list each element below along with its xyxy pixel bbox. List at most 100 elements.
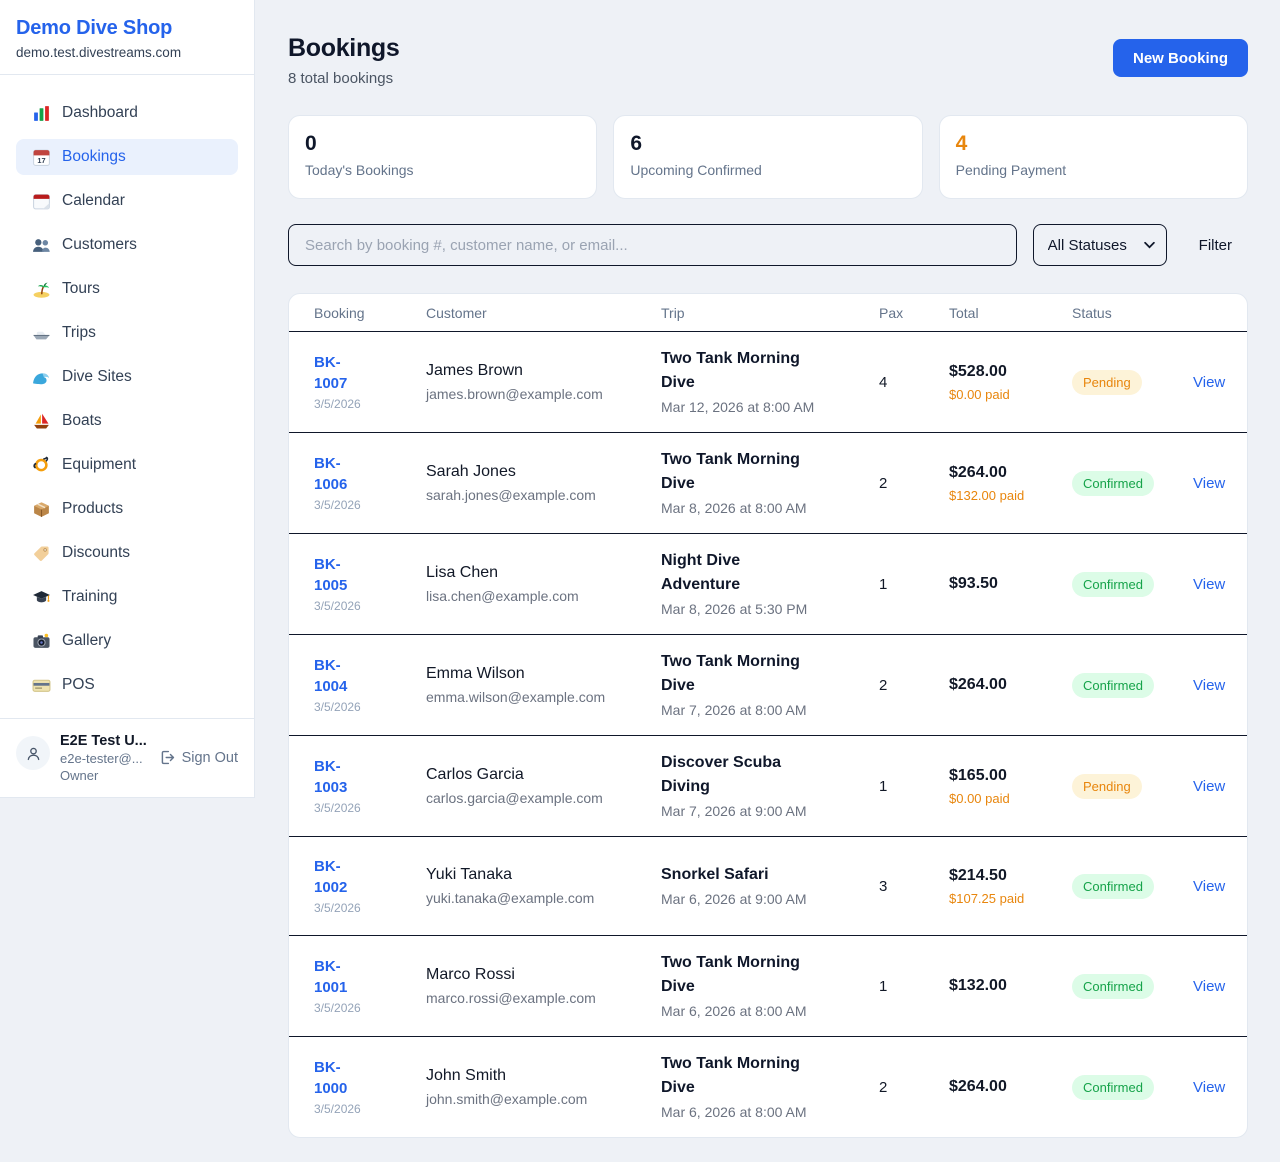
new-booking-button[interactable]: New Booking: [1112, 39, 1248, 77]
trip-cell: Two Tank Morning Dive Mar 12, 2026 at 8:…: [661, 347, 879, 417]
sailboat-icon: [32, 412, 51, 431]
booking-id-link[interactable]: BK-1000: [314, 1059, 348, 1097]
pax-count: 1: [879, 977, 888, 995]
user-info: E2E Test U... e2e-tester@... Owner: [60, 732, 149, 784]
booking-id-link[interactable]: BK-1006: [314, 455, 348, 493]
customer-email: carlos.garcia@example.com: [426, 790, 603, 806]
sidebar-item-label: Dive Sites: [62, 368, 132, 385]
speedboat-icon: [32, 324, 51, 343]
pax-count: 1: [879, 575, 888, 593]
search-input[interactable]: [288, 224, 1017, 266]
customer-cell: Lisa Chen lisa.chen@example.com: [426, 562, 661, 606]
booking-date: 3/5/2026: [314, 397, 361, 411]
sidebar-item-bookings[interactable]: 17 Bookings: [16, 139, 238, 175]
column-header-total: Total: [949, 304, 979, 321]
booking-cell: BK-1001 3/5/2026: [314, 956, 426, 1016]
trip-datetime: Mar 7, 2026 at 9:00 AM: [661, 803, 807, 819]
pax-cell: 1: [879, 778, 949, 795]
paid-amount: $0.00 paid: [949, 791, 1010, 806]
trip-cell: Two Tank Morning Dive Mar 6, 2026 at 8:0…: [661, 951, 879, 1021]
brand-domain: demo.test.divestreams.com: [16, 45, 182, 60]
view-link[interactable]: View: [1193, 373, 1226, 391]
actions-cell: View: [1193, 576, 1229, 593]
page-header: Bookings 8 total bookings New Booking: [288, 34, 1248, 87]
sign-out-button[interactable]: Sign Out: [159, 749, 238, 766]
customer-cell: James Brown james.brown@example.com: [426, 360, 661, 404]
booking-cell: BK-1006 3/5/2026: [314, 453, 426, 513]
actions-cell: View: [1193, 677, 1229, 694]
total-cell: $264.00: [949, 674, 1072, 696]
bookings-table: Booking Customer Trip Pax Total Status B…: [288, 293, 1248, 1138]
sidebar-item-training[interactable]: Training: [16, 579, 238, 615]
booking-id-link[interactable]: BK-1005: [314, 556, 348, 594]
sidebar-item-trips[interactable]: Trips: [16, 315, 238, 351]
view-link[interactable]: View: [1193, 575, 1226, 593]
graduation-cap-icon: [32, 588, 51, 607]
table-row: BK-1002 3/5/2026 Yuki Tanaka yuki.tanaka…: [289, 837, 1247, 936]
total-amount: $264.00: [949, 676, 1007, 693]
user-role: Owner: [60, 768, 99, 783]
status-cell: Confirmed: [1072, 973, 1193, 999]
booking-cell: BK-1004 3/5/2026: [314, 655, 426, 715]
pax-count: 2: [879, 474, 888, 492]
booking-cell: BK-1002 3/5/2026: [314, 856, 426, 916]
view-link[interactable]: View: [1193, 676, 1226, 694]
sidebar-item-discounts[interactable]: Discounts: [16, 535, 238, 571]
view-link[interactable]: View: [1193, 877, 1226, 895]
customer-email: emma.wilson@example.com: [426, 689, 606, 705]
calendar-17-icon: 17: [32, 148, 51, 167]
actions-cell: View: [1193, 475, 1229, 492]
total-amount: $528.00: [949, 363, 1007, 380]
stat-card-todays-bookings: 0 Today's Bookings: [288, 115, 598, 199]
sidebar-item-boats[interactable]: Boats: [16, 403, 238, 439]
pax-cell: 3: [879, 878, 949, 895]
user-email: e2e-tester@...: [60, 751, 143, 766]
total-amount: $132.00: [949, 977, 1007, 994]
sidebar-item-label: Gallery: [62, 632, 112, 649]
customer-name: Emma Wilson: [426, 665, 525, 682]
booking-id-link[interactable]: BK-1007: [314, 354, 348, 392]
pax-cell: 2: [879, 677, 949, 694]
sidebar-item-tours[interactable]: Tours: [16, 271, 238, 307]
actions-cell: View: [1193, 878, 1229, 895]
trip-name: Two Tank Morning Dive: [661, 451, 800, 492]
booking-id-link[interactable]: BK-1002: [314, 858, 348, 896]
sidebar-item-gallery[interactable]: Gallery: [16, 623, 238, 659]
sidebar-item-label: Trips: [62, 324, 96, 341]
paid-amount: $0.00 paid: [949, 387, 1010, 402]
view-link[interactable]: View: [1193, 474, 1226, 492]
view-link[interactable]: View: [1193, 777, 1226, 795]
sidebar-item-calendar[interactable]: Calendar: [16, 183, 238, 219]
status-cell: Confirmed: [1072, 672, 1193, 698]
booking-id-link[interactable]: BK-1004: [314, 657, 348, 695]
sidebar-item-pos[interactable]: POS: [16, 667, 238, 703]
customer-name: Lisa Chen: [426, 564, 499, 581]
stat-label: Pending Payment: [955, 162, 1067, 178]
status-filter-select[interactable]: All Statuses: [1032, 224, 1167, 266]
customer-email: james.brown@example.com: [426, 386, 603, 402]
trip-datetime: Mar 7, 2026 at 8:00 AM: [661, 702, 807, 718]
actions-cell: View: [1193, 374, 1229, 391]
sidebar-item-label: Dashboard: [62, 104, 138, 121]
status-badge: Confirmed: [1072, 470, 1154, 496]
sidebar-item-customers[interactable]: Customers: [16, 227, 238, 263]
view-link[interactable]: View: [1193, 1078, 1226, 1096]
booking-id-link[interactable]: BK-1001: [314, 958, 348, 996]
filter-button[interactable]: Filter: [1183, 237, 1248, 254]
trip-datetime: Mar 6, 2026 at 9:00 AM: [661, 891, 807, 907]
status-badge: Confirmed: [1072, 1074, 1154, 1100]
sidebar-item-label: Bookings: [62, 148, 126, 165]
sidebar-item-equipment[interactable]: Equipment: [16, 447, 238, 483]
page-title-block: Bookings 8 total bookings: [288, 34, 400, 87]
tear-off-calendar-icon: [32, 192, 51, 211]
table-row: BK-1003 3/5/2026 Carlos Garcia carlos.ga…: [289, 736, 1247, 837]
customer-name: Sarah Jones: [426, 463, 516, 480]
booking-id-link[interactable]: BK-1003: [314, 758, 348, 796]
status-badge: Pending: [1072, 369, 1142, 395]
view-link[interactable]: View: [1193, 977, 1226, 995]
sidebar-item-dashboard[interactable]: Dashboard: [16, 95, 238, 131]
trip-cell: Two Tank Morning Dive Mar 6, 2026 at 8:0…: [661, 1052, 879, 1122]
sidebar-item-products[interactable]: Products: [16, 491, 238, 527]
pax-cell: 2: [879, 1079, 949, 1096]
sidebar-item-dive-sites[interactable]: Dive Sites: [16, 359, 238, 395]
